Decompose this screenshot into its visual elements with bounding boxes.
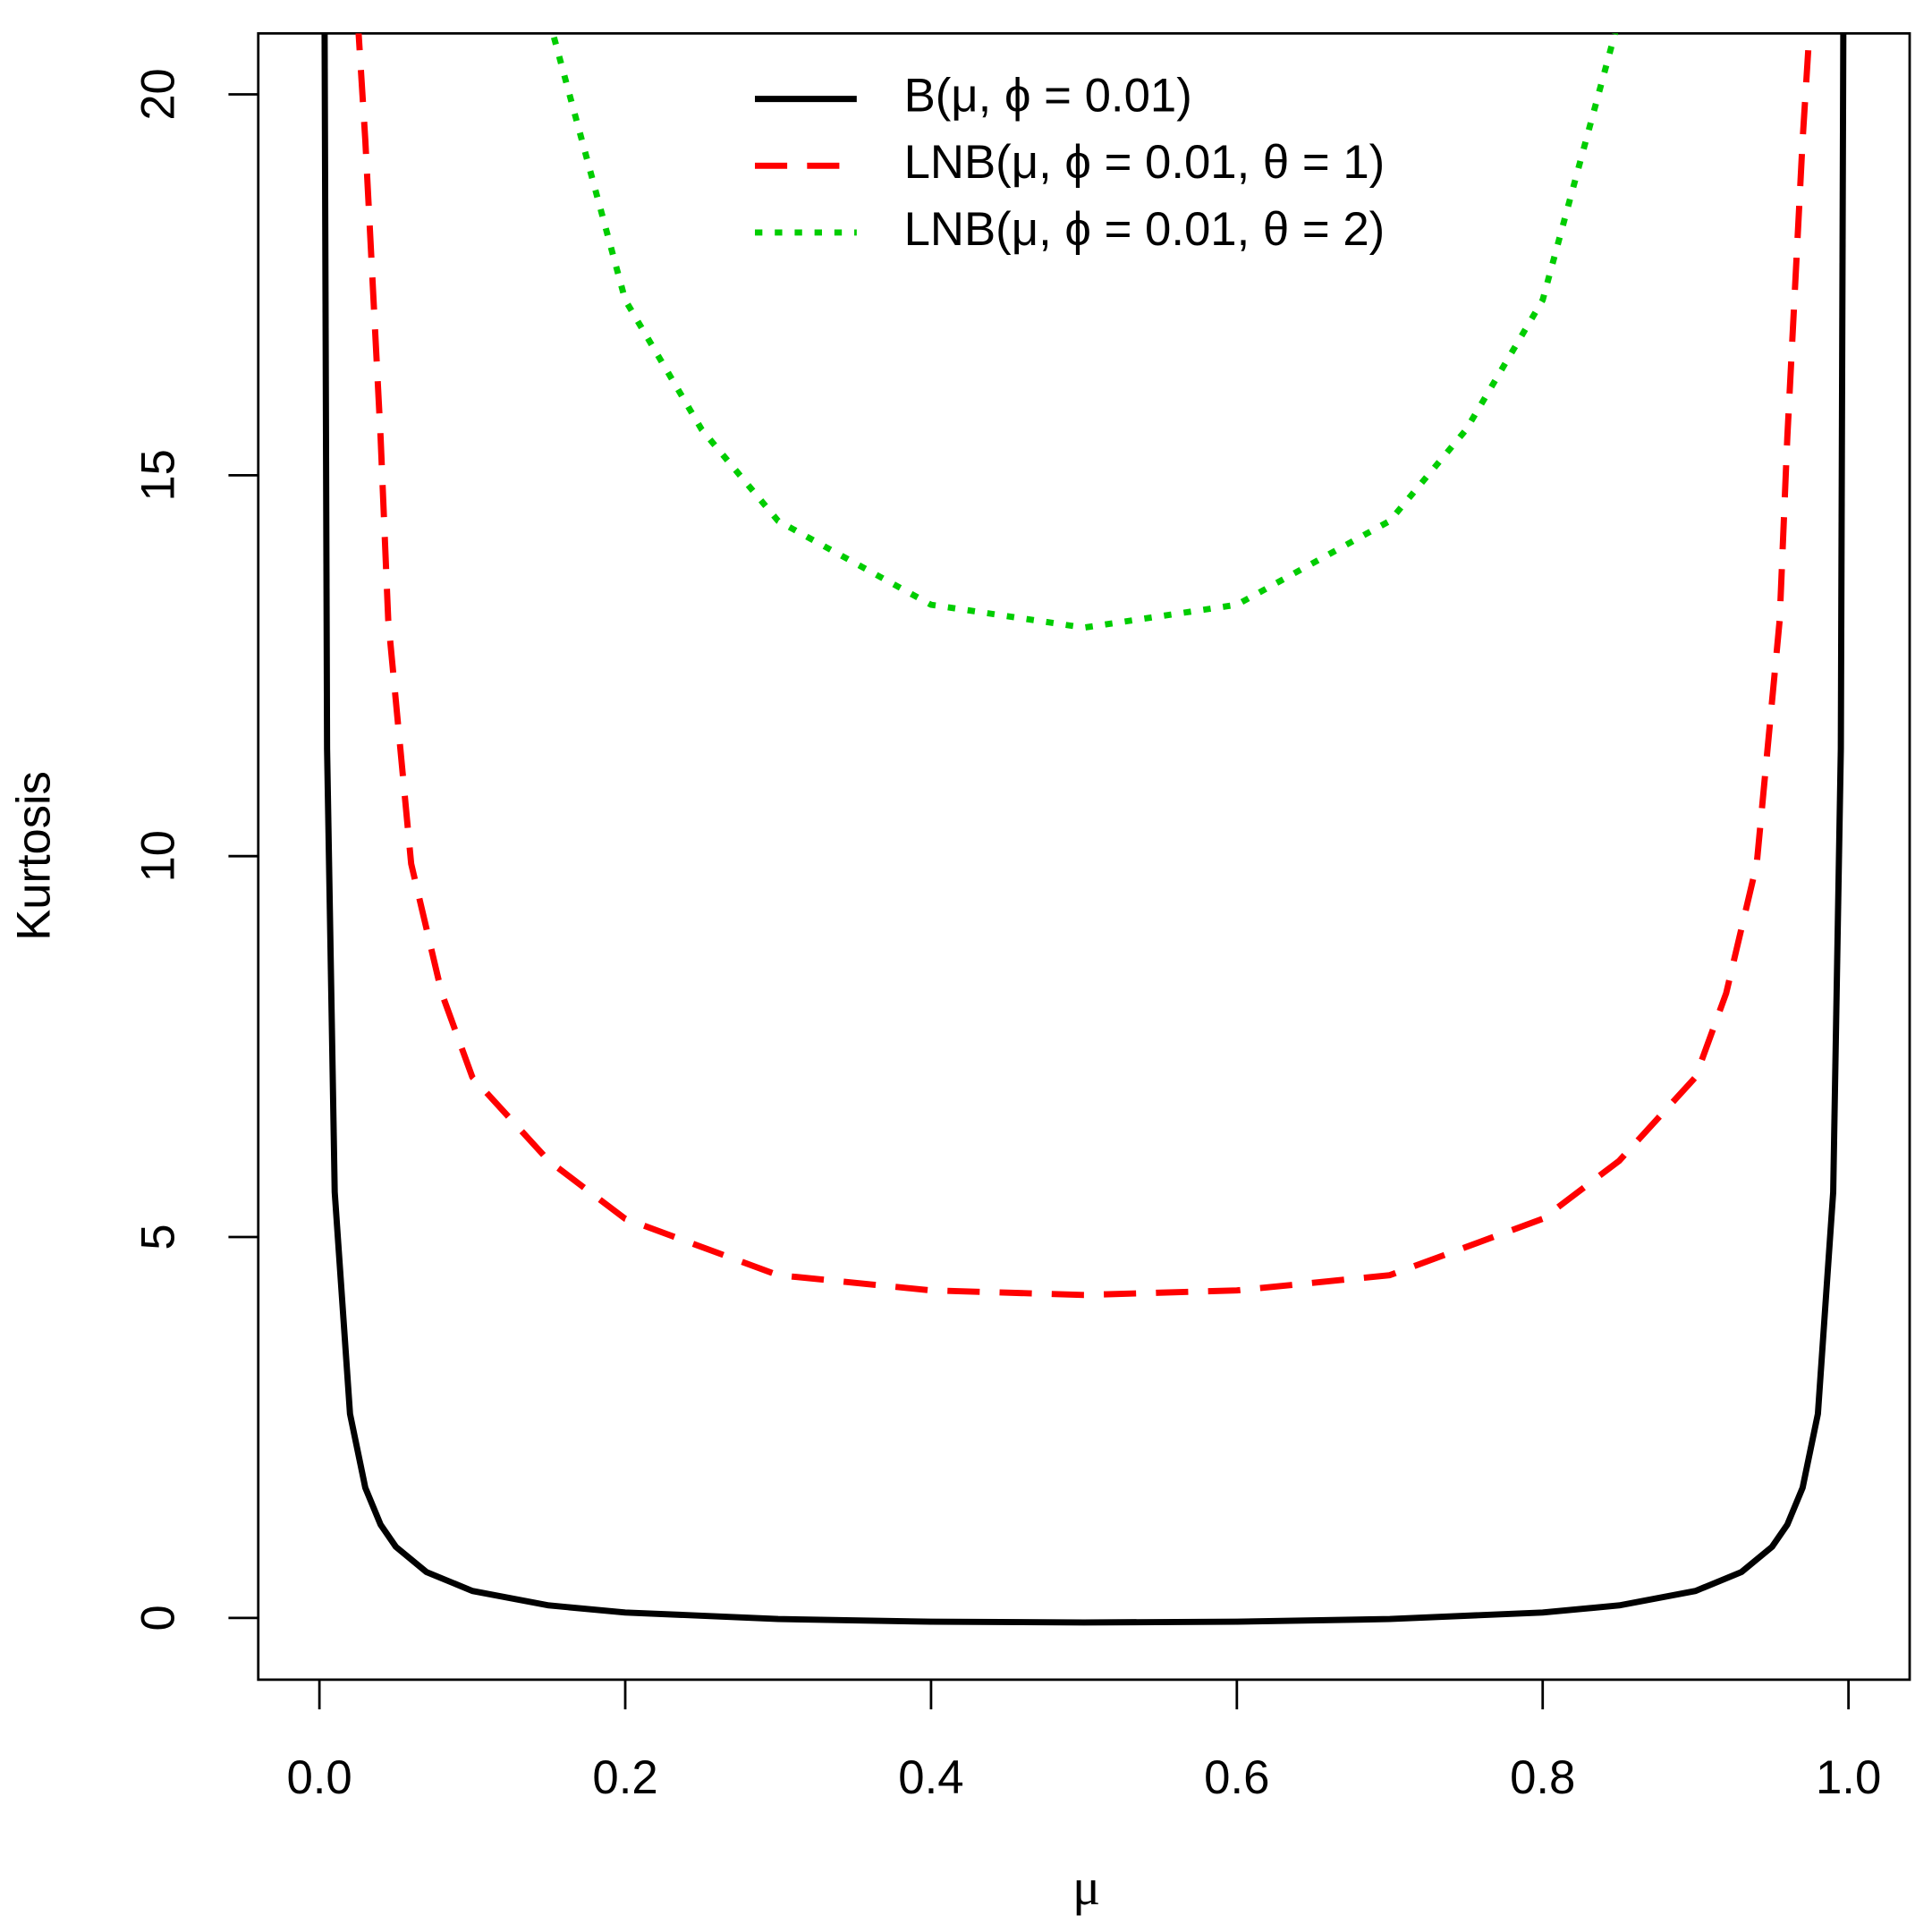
legend-label: B(μ, ϕ = 0.01)	[904, 70, 1192, 123]
legend-label: LNB(μ, ϕ = 0.01, θ = 1)	[904, 136, 1385, 189]
y-tick-label: 0	[131, 1605, 184, 1631]
y-tick-label: 5	[131, 1224, 184, 1250]
line-series	[549, 33, 1619, 631]
x-axis-label: μ	[1072, 1858, 1100, 1916]
x-tick-label: 0.8	[1510, 1751, 1575, 1804]
plot-area	[321, 33, 1847, 1626]
x-tick-label: 0.4	[898, 1751, 963, 1804]
line-series	[355, 33, 1813, 1299]
x-tick-label: 0.2	[592, 1751, 657, 1804]
plot-frame	[257, 31, 1911, 1682]
y-axis-label: Kurtosis	[7, 771, 60, 941]
x-tick-label: 0.0	[286, 1751, 352, 1804]
x-tick-label: 0.6	[1204, 1751, 1269, 1804]
line-series	[321, 33, 1847, 1626]
y-tick-label: 20	[131, 68, 184, 120]
y-tick-label: 15	[131, 449, 184, 501]
x-tick-label: 1.0	[1816, 1751, 1881, 1804]
legend-label: LNB(μ, ϕ = 0.01, θ = 2)	[904, 203, 1385, 256]
y-tick-label: 10	[131, 830, 184, 882]
